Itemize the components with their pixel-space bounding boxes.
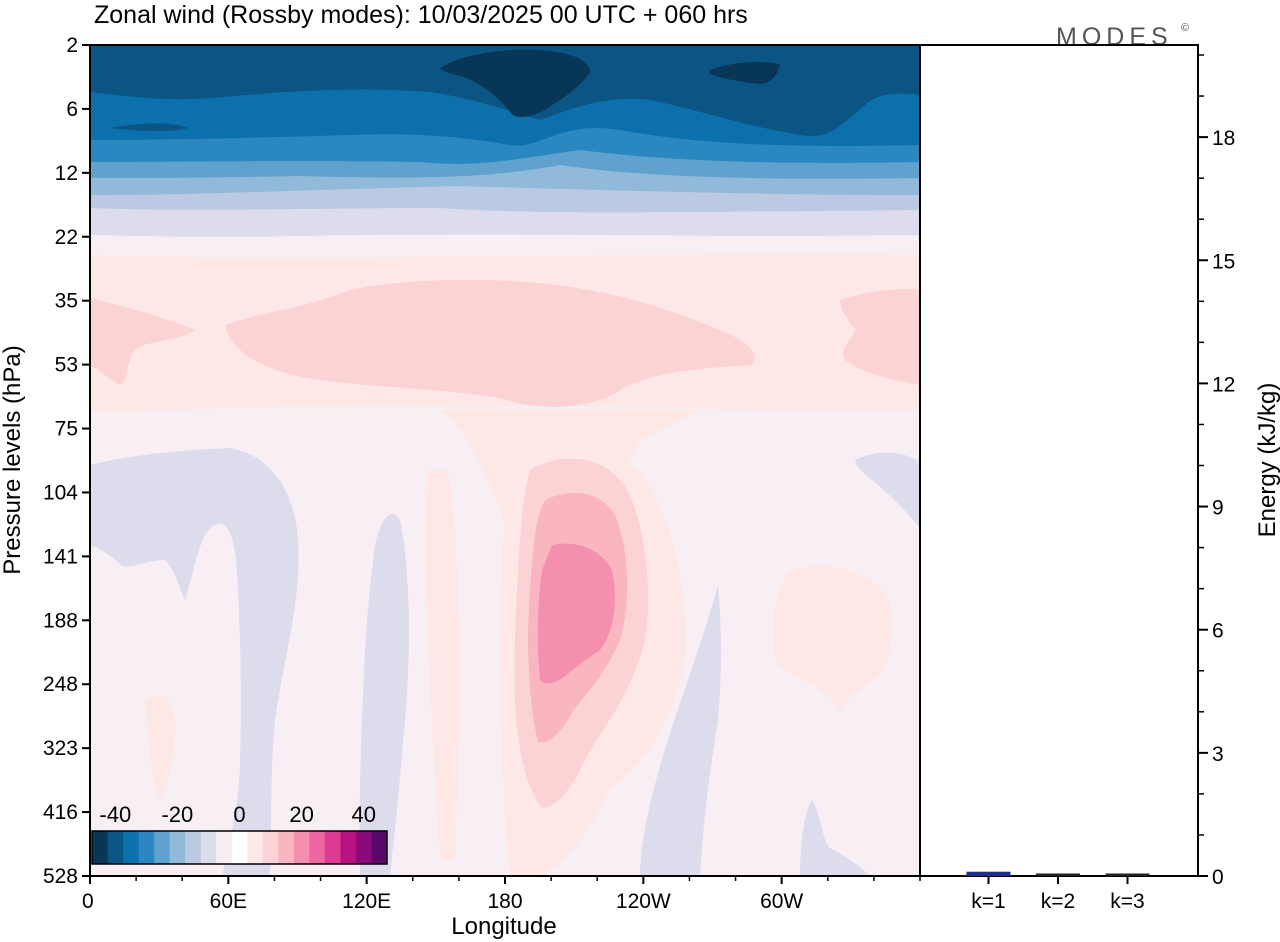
x-axis-title: Longitude [451,913,556,940]
y-tick-label: 104 [43,481,78,504]
energy-tick-label: 6 [1212,620,1224,643]
colorbar-swatch [92,831,109,864]
colorbar-swatch [293,831,310,864]
colorbar-label: 40 [351,802,375,827]
energy-panel-frame [919,44,1199,877]
positive-strip-30e [145,695,176,800]
colorbar-label: 0 [233,802,245,827]
colorbar-frame [91,830,388,865]
energy-tick-label: 12 [1212,373,1235,396]
y-tick-label: 12 [55,162,78,185]
colorbar-swatch [169,831,186,864]
y-tick-label: 35 [55,290,78,313]
y-tick-label: 528 [43,865,78,888]
energy-tick-label: 18 [1212,127,1235,150]
colorbar-swatch [123,831,140,864]
colorbar-swatch [231,831,248,864]
y-tick-label: 323 [43,737,78,760]
energy-bar-k=1 [966,871,1011,876]
zonal-wind-contour-field [90,45,920,876]
colorbar-swatch [262,831,279,864]
energy-tick-label: 3 [1212,743,1224,766]
colorbar-swatch [278,831,295,864]
y-tick-label: 141 [43,545,78,568]
positive-core-east [840,289,920,385]
positive-core-35hpa [225,279,755,408]
colorbar-swatch [185,831,202,864]
colorbar-swatch [309,831,326,864]
negative-lower-0e [90,448,299,876]
x-tick-label: 120W [616,890,671,913]
y-tick-label: 416 [43,801,78,824]
energy-bar-k=3 [1105,873,1150,876]
colorbar-label: -40 [99,802,131,827]
colorbar-label: -20 [161,802,193,827]
energy-tick-label: 15 [1212,250,1235,273]
negative-east-edge [855,452,920,528]
energy-category-label: k=1 [971,890,1005,913]
positive-column-left [425,470,460,860]
colorbar-swatch [200,831,217,864]
x-tick-label: 180 [487,890,522,913]
x-tick-label: 120E [342,890,391,913]
y-axis-title: Pressure levels (hPa) [0,345,26,574]
energy-category-label: k=3 [1110,890,1144,913]
energy-axis-title: Energy (kJ/kg) [1254,383,1280,538]
strat-band-minus40-east [710,62,780,84]
y-tick-label: 248 [43,673,78,696]
negative-lower-120e [359,514,409,876]
colorbar-swatch [247,831,264,864]
energy-tick-label: 9 [1212,497,1224,520]
colorbar-swatch [138,831,155,864]
strat-band-minus35-streak [110,123,188,131]
colorbar-swatch [324,831,341,864]
y-tick-label: 75 [55,418,78,441]
axis-ticks: 0 60E 120E 180 120W 60W2612223553751041411882… [43,34,1235,913]
negative-lower-45w [800,800,870,876]
negative-lower-90w [640,585,721,876]
positive-blob-60w [773,566,893,710]
positive-core-west [90,298,195,385]
plume-level-4 [537,543,615,684]
y-tick-label: 53 [55,354,78,377]
colorbar-swatch [355,831,372,864]
colorbar-swatch [107,831,124,864]
energy-bar-k=2 [1036,873,1080,876]
y-tick-label: 22 [55,226,78,249]
chart-title: Zonal wind (Rossby modes): 10/03/2025 00… [94,1,748,29]
x-tick-label: 60W [760,890,803,913]
modes-logo: MODES [1056,23,1173,51]
colorbar-swatch [216,831,233,864]
energy-bars: k=1 k=2 k=3 [966,871,1150,913]
y-tick-label: 6 [66,98,78,121]
energy-category-label: k=2 [1041,890,1075,913]
colorbar-swatch [154,831,171,864]
y-tick-label: 2 [66,34,78,57]
colorbar: -40 -20 0 20 40 [91,802,388,865]
colorbar-label: 20 [289,802,313,827]
logo-copyright-mark: © [1181,22,1189,34]
colorbar-swatch [340,831,357,864]
strat-band-minus40 [440,49,590,118]
y-tick-label: 188 [43,609,78,632]
x-tick-label: 60E [210,890,247,913]
energy-tick-label: 0 [1212,866,1224,889]
x-tick-label: 0 [82,890,94,913]
colorbar-swatch [371,831,388,864]
